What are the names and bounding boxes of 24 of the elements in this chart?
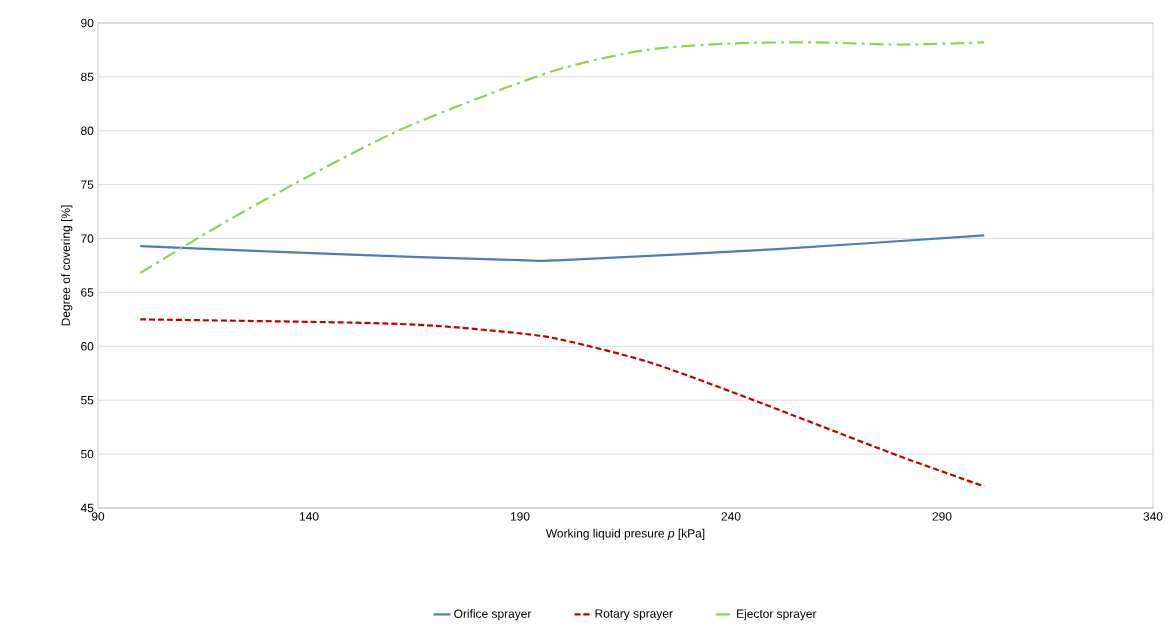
legend-label: Ejector sprayer <box>737 609 817 621</box>
x-tick-label: 240 <box>721 512 741 521</box>
line-series <box>139 234 986 263</box>
y-tick-label: 80 <box>81 126 94 135</box>
y-tick-label: 70 <box>81 234 94 243</box>
x-tick-label: 290 <box>932 512 952 521</box>
y-tick-label: 90 <box>81 18 94 28</box>
legend-label: Rotary sprayer <box>595 609 673 621</box>
y-tick-label: 75 <box>81 180 94 189</box>
y-tick-label: 60 <box>81 342 94 351</box>
x-tick-label: 190 <box>510 512 530 521</box>
x-tick-label: 140 <box>299 512 319 521</box>
y-tick-label: 65 <box>81 288 94 297</box>
x-axis-title: Working liquid presure p [kPa] <box>545 528 705 540</box>
y-tick-label: 85 <box>81 72 94 82</box>
y-tick-label: 45 <box>80 503 94 513</box>
x-tick-label: 90 <box>91 512 105 521</box>
y-axis-title: Degree of covering [%] <box>61 205 73 326</box>
x-tick-label: 340 <box>1143 512 1163 521</box>
legend-label: Orifice sprayer <box>454 609 532 621</box>
y-tick-label: 50 <box>81 449 94 459</box>
line-series <box>139 41 986 275</box>
line-series <box>139 318 986 488</box>
y-tick-label: 55 <box>81 396 94 405</box>
